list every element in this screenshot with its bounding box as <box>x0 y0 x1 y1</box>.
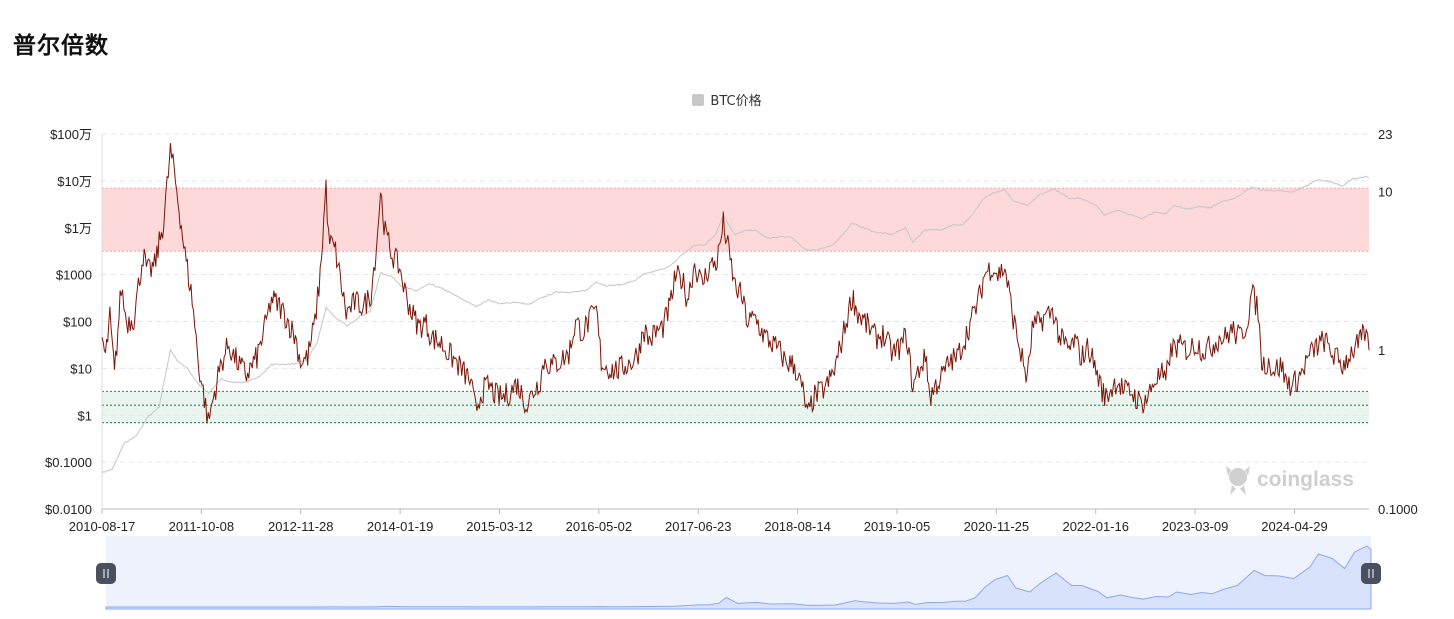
left-axis-tick-label: $10 <box>70 361 92 376</box>
left-axis: $0.0100 $0.1000 $1 $10 $100 $1000 $1万 $10万 $100万 <box>45 127 92 517</box>
zoom-handle-right[interactable] <box>1361 563 1381 584</box>
puell-multiple-line[interactable] <box>101 143 1370 424</box>
x-axis-tick-label: 2015-03-12 <box>466 519 533 534</box>
left-axis-tick-label: $1000 <box>56 268 92 283</box>
left-axis-tick-label: $1万 <box>65 221 92 236</box>
chart-legend[interactable]: BTC价格 <box>0 90 1454 109</box>
x-axis-tick-label: 2017-06-23 <box>665 519 732 534</box>
x-axis-tick-label: 2019-10-05 <box>864 519 931 534</box>
btc-price-line[interactable] <box>101 175 1370 474</box>
threshold-bands <box>102 187 1369 424</box>
zoom-slider-preview-area <box>105 545 1372 610</box>
x-axis-tick-label: 2011-10-08 <box>169 519 235 534</box>
left-axis-tick-label: $10万 <box>57 174 92 189</box>
x-axis-tick-label: 2010-08-17 <box>69 519 136 534</box>
series-layer <box>101 143 1370 474</box>
legend-swatch-btc-price[interactable] <box>692 93 705 106</box>
x-axis-tick-label: 2020-11-25 <box>964 519 1030 534</box>
undervalued-zone-band <box>102 391 1369 423</box>
left-axis-tick-label: $1 <box>78 408 92 423</box>
coinglass-watermark: coinglass <box>1226 466 1354 495</box>
x-axis: 2010-08-17 2011-10-08 2012-11-28 2014-01-19… <box>69 134 1369 534</box>
zoom-slider <box>96 536 1381 610</box>
left-axis-tick-label: $0.1000 <box>45 455 92 470</box>
right-axis-tick-label: 10 <box>1378 184 1392 199</box>
x-axis-tick-label: 2016-05-02 <box>566 519 633 534</box>
x-axis-tick-label: 2023-03-09 <box>1162 519 1229 534</box>
left-axis-tick-label: $100万 <box>50 127 92 142</box>
x-axis-tick-label: 2018-08-14 <box>764 519 831 534</box>
zoom-handle-left[interactable] <box>96 563 116 584</box>
zoom-handle-grip-icon[interactable] <box>96 563 116 584</box>
coinglass-logo-icon <box>1226 466 1250 495</box>
legend-label-btc-price[interactable]: BTC价格 <box>710 94 762 109</box>
right-axis-tick-label: 23 <box>1378 127 1392 142</box>
x-axis-tick-label: 2024-04-29 <box>1261 519 1328 534</box>
zoom-handle-grip-icon[interactable] <box>1361 563 1381 584</box>
grid-lines <box>102 133 1369 510</box>
x-axis-tick-label: 2014-01-19 <box>367 519 434 534</box>
x-axis-tick-label: 2012-11-28 <box>268 519 334 534</box>
overheated-zone-band <box>102 188 1369 252</box>
left-axis-tick-label: $0.0100 <box>45 502 92 517</box>
left-axis-tick-label: $100 <box>63 315 92 330</box>
x-axis-tick-label: 2022-01-16 <box>1062 519 1129 534</box>
page-title: 普尔倍数 <box>13 33 109 59</box>
right-axis-tick-label: 1 <box>1378 343 1385 358</box>
right-axis-tick-label: 0.1000 <box>1378 502 1418 517</box>
watermark-text: coinglass <box>1257 468 1354 491</box>
right-axis: 0.1000 1 10 23 <box>1378 127 1418 517</box>
